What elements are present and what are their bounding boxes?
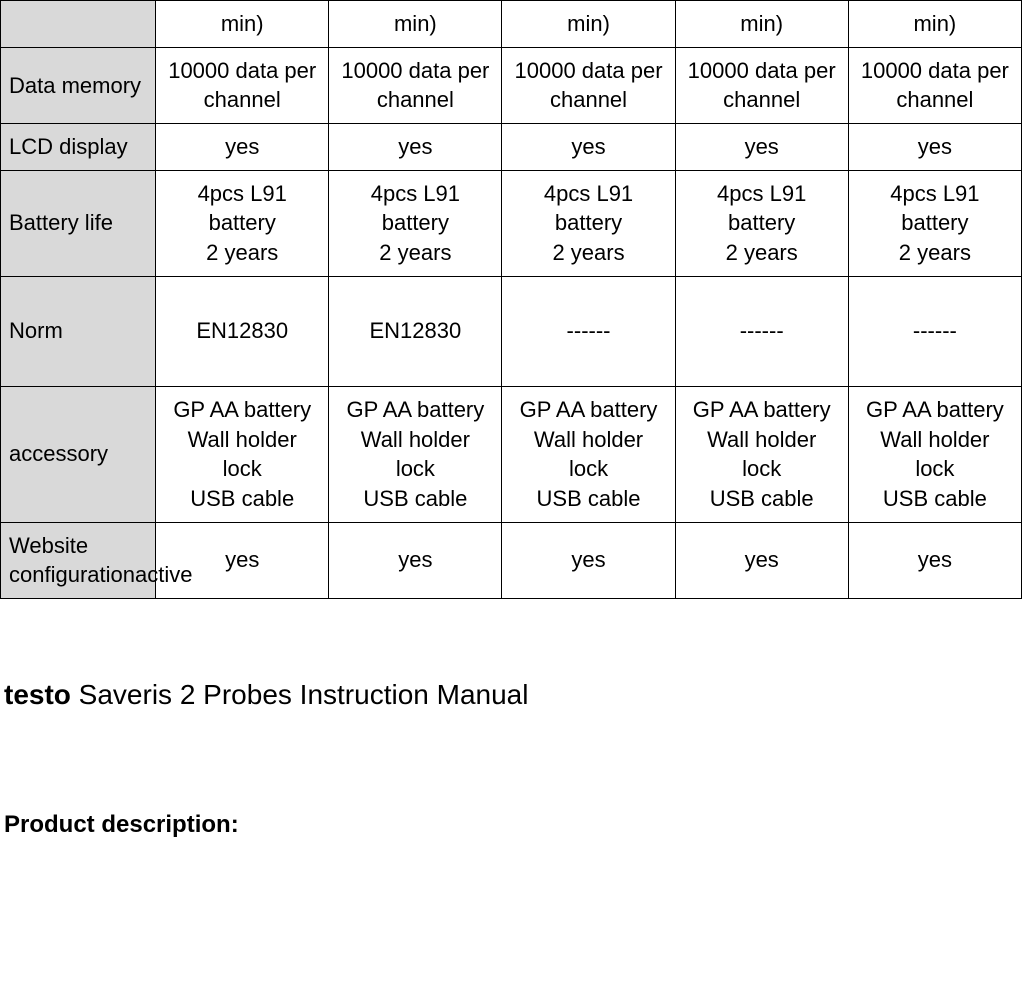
cell: 4pcs L91 battery 2 years	[848, 170, 1021, 276]
cell: yes	[848, 124, 1021, 171]
cell: yes	[329, 522, 502, 598]
table-row: Battery life 4pcs L91 battery 2 years 4p…	[1, 170, 1022, 276]
cell: min)	[675, 1, 848, 48]
cell: ------	[502, 276, 675, 386]
cell: min)	[156, 1, 329, 48]
cell: yes	[675, 124, 848, 171]
cell: GP AA battery Wall holder lock USB cable	[502, 386, 675, 522]
row-head: Norm	[1, 276, 156, 386]
cell: yes	[329, 124, 502, 171]
row-head: LCD display	[1, 124, 156, 171]
table-row: min) min) min) min) min)	[1, 1, 1022, 48]
document-title: testo Saveris 2 Probes Instruction Manua…	[4, 679, 1022, 711]
row-head: Data memory	[1, 47, 156, 123]
cell: ------	[675, 276, 848, 386]
cell: 10000 data per channel	[848, 47, 1021, 123]
cell: GP AA battery Wall holder lock USB cable	[329, 386, 502, 522]
cell: EN12830	[329, 276, 502, 386]
cell: 10000 data per channel	[675, 47, 848, 123]
table-row: Data memory 10000 data per channel 10000…	[1, 47, 1022, 123]
row-head	[1, 1, 156, 48]
cell: yes	[502, 522, 675, 598]
cell: yes	[848, 522, 1021, 598]
cell: min)	[848, 1, 1021, 48]
cell: 4pcs L91 battery 2 years	[156, 170, 329, 276]
cell: 10000 data per channel	[156, 47, 329, 123]
title-rest: Saveris 2 Probes Instruction Manual	[71, 679, 529, 710]
row-head: accessory	[1, 386, 156, 522]
cell: GP AA battery Wall holder lock USB cable	[156, 386, 329, 522]
cell: yes	[156, 124, 329, 171]
cell: 10000 data per channel	[329, 47, 502, 123]
table-row: accessory GP AA battery Wall holder lock…	[1, 386, 1022, 522]
cell: GP AA battery Wall holder lock USB cable	[675, 386, 848, 522]
cell: EN12830	[156, 276, 329, 386]
title-brand: testo	[4, 679, 71, 710]
row-head: Website configurationactive	[1, 522, 156, 598]
section-heading: Product description:	[4, 811, 1022, 839]
cell: yes	[675, 522, 848, 598]
cell: min)	[329, 1, 502, 48]
cell: 4pcs L91 battery 2 years	[675, 170, 848, 276]
cell: 10000 data per channel	[502, 47, 675, 123]
cell: GP AA battery Wall holder lock USB cable	[848, 386, 1021, 522]
cell: yes	[502, 124, 675, 171]
cell: min)	[502, 1, 675, 48]
cell: 4pcs L91 battery 2 years	[502, 170, 675, 276]
cell: 4pcs L91 battery 2 years	[329, 170, 502, 276]
table-row: Norm EN12830 EN12830 ------ ------ -----…	[1, 276, 1022, 386]
table-row: LCD display yes yes yes yes yes	[1, 124, 1022, 171]
cell: ------	[848, 276, 1021, 386]
table-row: Website configurationactive yes yes yes …	[1, 522, 1022, 598]
spec-table: min) min) min) min) min) Data memory 100…	[0, 0, 1022, 599]
row-head: Battery life	[1, 170, 156, 276]
